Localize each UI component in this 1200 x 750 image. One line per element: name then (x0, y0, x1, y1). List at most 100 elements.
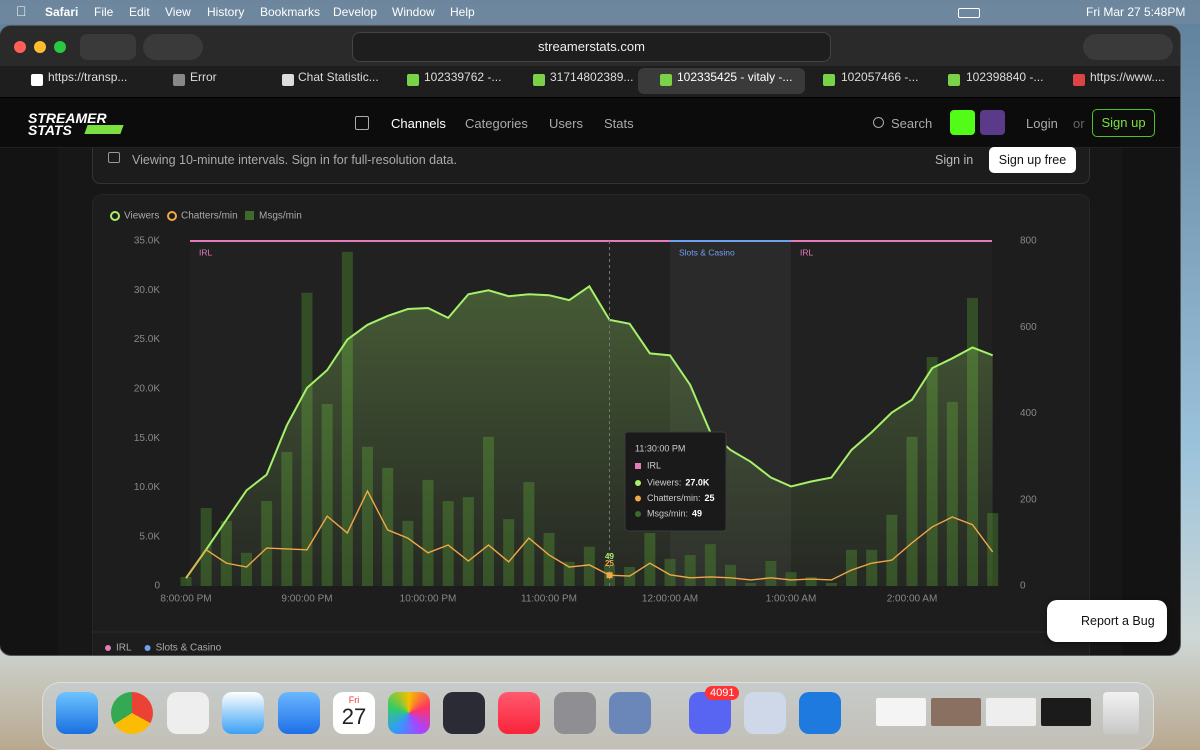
menu-item[interactable]: Develop (333, 5, 378, 19)
app-menu[interactable]: Safari (45, 5, 79, 19)
menu-item[interactable]: View (165, 5, 191, 19)
nav-link[interactable]: Stats (604, 116, 634, 131)
tooltip-label: Chatters/min: (647, 493, 701, 503)
trash-icon[interactable] (1103, 692, 1139, 734)
window-thumbnail[interactable] (931, 698, 981, 726)
tab-icon (282, 74, 294, 86)
logo[interactable]: STREAMER STATS (28, 110, 107, 138)
y-tick-label: 20.0K (134, 383, 160, 394)
y2-tick-label: 600 (1020, 322, 1037, 333)
menu-item[interactable]: Window (392, 5, 435, 19)
twitch-button[interactable] (980, 110, 1005, 135)
menu-item[interactable]: History (207, 5, 245, 19)
chatters-line (185, 489, 994, 581)
report-bug-button[interactable]: Report a Bug (1047, 600, 1167, 642)
toolbar-actions[interactable] (1083, 34, 1173, 60)
battery[interactable] (958, 8, 980, 18)
chrome-icon[interactable] (111, 692, 153, 734)
address-bar[interactable]: streamerstats.com (352, 32, 831, 62)
tooltip-value: 49 (692, 508, 702, 518)
legend-label: Viewers (124, 211, 159, 222)
mail-icon[interactable] (278, 692, 320, 734)
y-tick-label: 35.0K (134, 236, 160, 247)
tab-icon (31, 74, 43, 86)
or-text: or (1073, 116, 1085, 131)
apple-menu[interactable]:  (16, 3, 27, 19)
tooltip-label: Viewers: (647, 477, 681, 487)
menu-item[interactable]: File (94, 5, 114, 19)
obs-icon[interactable] (443, 692, 485, 734)
tooltip-swatch (635, 463, 641, 469)
y2-tick-label: 0 (1020, 581, 1026, 592)
home-icon[interactable] (355, 116, 369, 130)
zoom-button[interactable] (54, 41, 66, 53)
search-link[interactable]: Search (891, 116, 933, 131)
finder-icon[interactable] (56, 692, 98, 734)
nav-link[interactable]: Users (549, 116, 583, 131)
launchpad-icon[interactable] (167, 692, 209, 734)
point-label: 25 (605, 559, 614, 568)
tab[interactable]: 102339762 -... (424, 70, 502, 84)
menu-item[interactable]: Help (450, 5, 475, 19)
signup-button[interactable]: Sign up (1092, 109, 1155, 137)
clock-date[interactable]: Fri Mar 27 (1086, 5, 1141, 19)
tab-icon (407, 74, 419, 86)
kick-button[interactable] (950, 110, 975, 135)
tab[interactable]: 102057466 -... (841, 70, 919, 84)
app-icon[interactable] (744, 692, 786, 734)
calendar-icon[interactable]: Fri 27 (333, 692, 375, 734)
menu-item[interactable]: Edit (129, 5, 150, 19)
sidebar-button[interactable] (80, 34, 136, 60)
tab[interactable]: 31714802389... (550, 70, 634, 84)
tooltip-value: 27.0K (685, 477, 710, 487)
x-tick-label: 9:00:00 PM (281, 594, 332, 605)
logo-text: STREAMER (28, 110, 107, 126)
settings-icon[interactable] (554, 692, 596, 734)
safari-icon[interactable] (222, 692, 264, 734)
tab-icon (533, 74, 545, 86)
notification-badge: 4091 (705, 686, 740, 700)
signin-link[interactable]: Sign in (935, 153, 974, 167)
clock-time[interactable]: 5:48PM (1144, 5, 1186, 19)
login-link[interactable]: Login (1026, 116, 1058, 131)
photos-icon[interactable] (388, 692, 430, 734)
window-thumbnail[interactable] (876, 698, 926, 726)
signup-free-button[interactable]: Sign up free (989, 147, 1076, 173)
legend-label: Chatters/min (181, 211, 238, 222)
window-thumbnail[interactable] (986, 698, 1036, 726)
y2-tick-label: 200 (1020, 494, 1037, 505)
logo-text: STATS (28, 122, 72, 138)
window-thumbnail[interactable] (1041, 698, 1091, 726)
safari-window: streamerstats.com https://transp... Erro… (0, 26, 1180, 655)
legend-swatch (167, 211, 177, 221)
chart: IRL Slots & Casino IRL 0 5.0K 10.0K 15.0K 20.0K… (92, 211, 1090, 654)
y-tick-label: 30.0K (134, 285, 160, 296)
category-label: IRL (116, 643, 132, 654)
tooltip-swatch (635, 495, 641, 502)
tooltip-label: Msgs/min: (647, 508, 688, 518)
minimize-button[interactable] (34, 41, 46, 53)
x-tick-label: 10:00:00 PM (400, 594, 457, 605)
nav-link[interactable]: Categories (465, 116, 528, 131)
tab[interactable]: https://www.... (1090, 70, 1165, 84)
y-tick-label: 5.0K (139, 531, 160, 542)
app-icon[interactable] (609, 692, 651, 734)
menu-item[interactable]: Bookmarks (260, 5, 321, 19)
calendar-date: 27 (341, 704, 367, 729)
quicktime-icon[interactable] (799, 692, 841, 734)
nav-link[interactable]: Channels (391, 116, 446, 131)
tab[interactable]: Error (190, 70, 217, 84)
close-button[interactable] (14, 41, 26, 53)
tab[interactable]: https://transp... (48, 70, 128, 84)
y2-tick-label: 400 (1020, 408, 1037, 419)
tab[interactable]: 102398840 -... (966, 70, 1044, 84)
back-forward[interactable] (143, 34, 203, 60)
viewers-line (185, 284, 994, 579)
x-tick-label: 8:00:00 PM (160, 594, 211, 605)
y-tick-label: 15.0K (134, 433, 160, 444)
tab[interactable]: 102335425 - vitaly -... (677, 70, 793, 84)
tab[interactable]: Chat Statistic... (298, 70, 379, 84)
search-icon[interactable] (873, 117, 884, 128)
music-icon[interactable] (498, 692, 540, 734)
